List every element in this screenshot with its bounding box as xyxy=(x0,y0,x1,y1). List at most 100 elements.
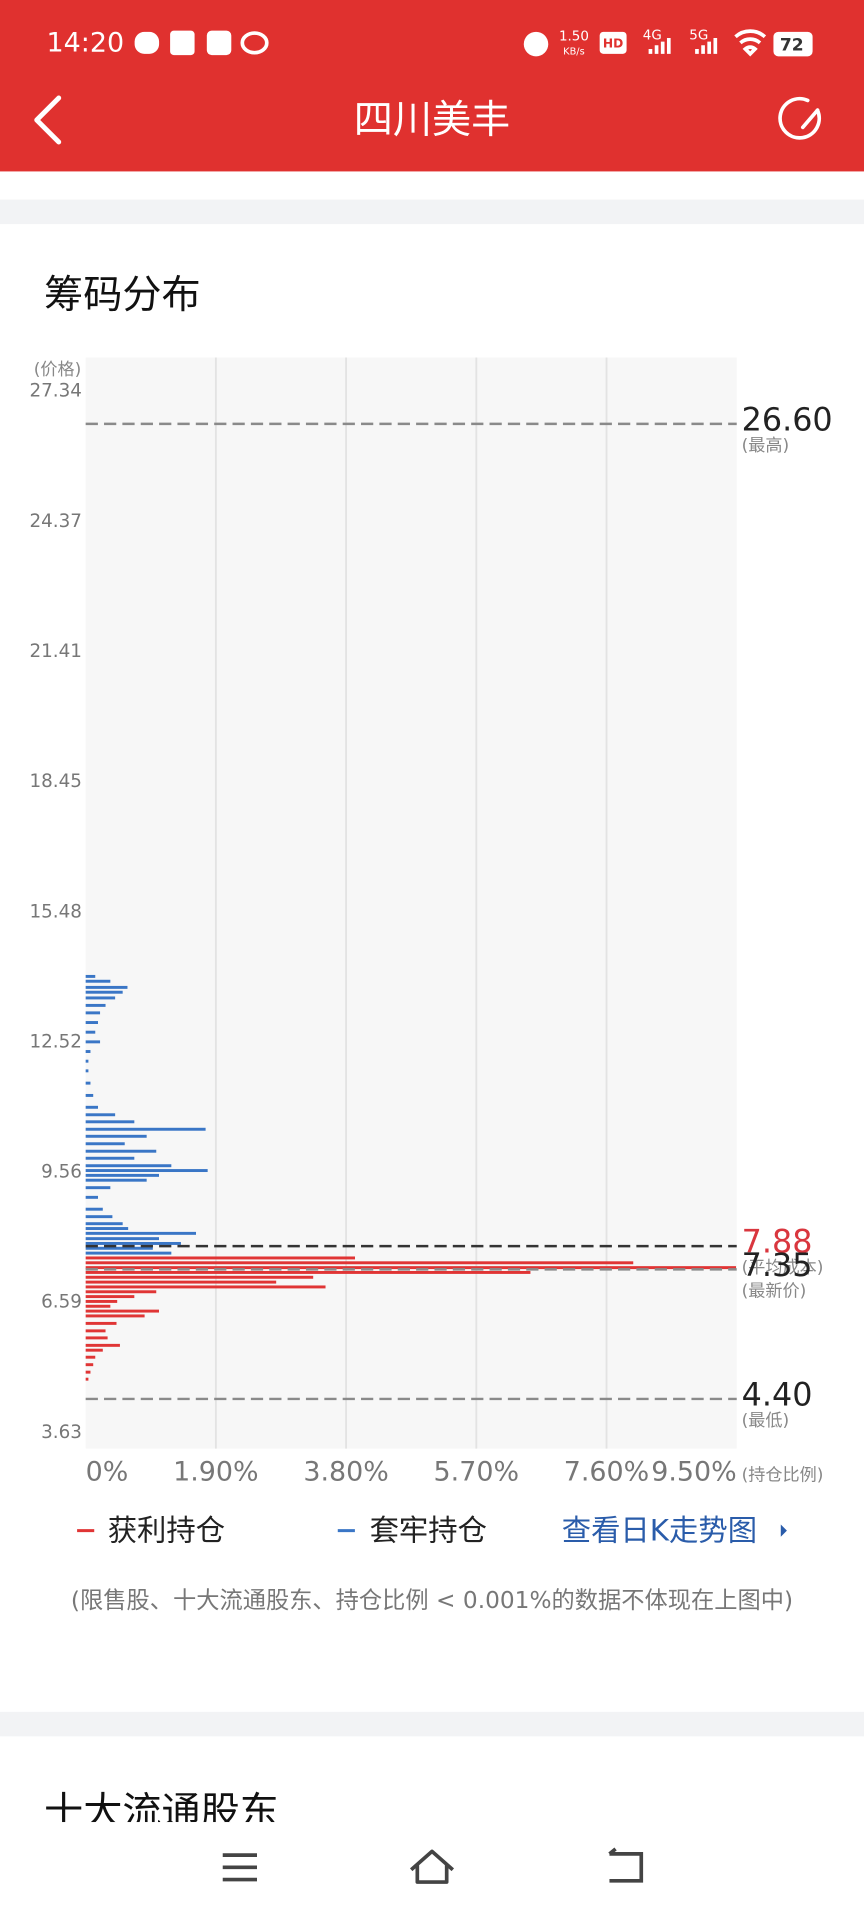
chip-bar xyxy=(85,974,96,978)
battery-level: 72 xyxy=(780,35,804,55)
hd-badge xyxy=(599,31,627,54)
chip-bar xyxy=(85,1241,181,1245)
chip-bar xyxy=(85,1370,91,1374)
chip-bar xyxy=(85,1164,172,1168)
back-nav-button[interactable] xyxy=(608,1847,644,1883)
x-tick-label: 5.70% xyxy=(434,1457,520,1488)
y-axis-label: (价格) xyxy=(34,360,82,380)
reference-value: 4.40 xyxy=(742,1375,813,1413)
chip-bar xyxy=(85,1343,120,1347)
chip-bar xyxy=(85,1003,106,1007)
x-tick-label: 9.50% xyxy=(651,1457,737,1488)
chip-bar xyxy=(85,1169,208,1173)
chip-bar xyxy=(85,1321,117,1325)
net-speed: 1.50 xyxy=(559,30,589,45)
chip-bar xyxy=(85,1207,103,1211)
legend-label: 套牢持仓 xyxy=(370,1513,487,1547)
net-speed-unit: KB/s xyxy=(563,46,585,57)
chip-bar xyxy=(85,1105,99,1109)
chip-bar xyxy=(85,1266,737,1270)
y-tick-label: 15.48 xyxy=(29,901,82,922)
status-icon xyxy=(206,30,232,56)
reference-note: (最新价) xyxy=(742,1281,807,1301)
chip-bar xyxy=(85,1040,101,1044)
home-button[interactable] xyxy=(409,1849,455,1884)
chip-bar xyxy=(85,1280,277,1284)
chip-bar xyxy=(85,1195,99,1199)
chip-bar xyxy=(85,1285,326,1289)
chip-bar xyxy=(85,1261,634,1265)
plot-area xyxy=(85,357,737,1449)
chip-bar xyxy=(85,1309,159,1313)
kline-link[interactable]: 查看日K走势图 xyxy=(562,1513,757,1547)
battery xyxy=(773,31,813,57)
chip-bar xyxy=(85,1336,108,1340)
reference-note: (平均成本) xyxy=(742,1258,824,1278)
menu-button[interactable] xyxy=(222,1853,257,1882)
chip-bar xyxy=(85,1222,123,1226)
link-arrow xyxy=(780,1524,787,1537)
refresh-icon xyxy=(800,108,820,130)
net-type: 5G xyxy=(689,29,708,44)
chip-bar xyxy=(85,1314,145,1318)
x-tick-label: 0% xyxy=(86,1457,129,1488)
chip-bar xyxy=(85,1069,89,1073)
x-tick-label: 3.80% xyxy=(303,1457,389,1488)
chip-bar xyxy=(85,1113,116,1117)
chip-bar xyxy=(85,1251,172,1255)
wifi xyxy=(734,29,767,57)
chip-bar xyxy=(85,1142,125,1146)
status-icon xyxy=(134,31,160,54)
chip-bar xyxy=(85,985,128,989)
chip-bar xyxy=(85,1275,314,1279)
chip-bar xyxy=(85,1215,113,1219)
chip-bar xyxy=(85,1127,206,1131)
chip-bar xyxy=(85,1011,101,1015)
chip-bar xyxy=(85,1149,157,1153)
separator xyxy=(0,199,864,225)
separator xyxy=(0,1711,864,1737)
chip-bar xyxy=(85,1355,96,1359)
chip-bar xyxy=(85,996,116,1000)
chip-bar xyxy=(85,1227,129,1230)
back-button[interactable] xyxy=(34,95,62,145)
y-tick-label: 3.63 xyxy=(41,1422,82,1443)
chip-bar xyxy=(85,1246,153,1250)
chip-bar xyxy=(85,1304,111,1308)
status-icon xyxy=(240,31,269,55)
footnote: (限售股、十大流通股东、持仓比例 < 0.001%的数据不体现在上图中) xyxy=(71,1587,793,1614)
page-title: 四川美丰 xyxy=(354,98,511,143)
signal xyxy=(695,37,718,54)
x-tick-label: 7.60% xyxy=(564,1457,650,1488)
reference-value: 26.60 xyxy=(742,400,833,438)
hd-text: HD xyxy=(603,37,623,51)
chip-bar xyxy=(85,1093,94,1097)
chip-bar xyxy=(85,1295,135,1299)
section-title: 筹码分布 xyxy=(44,273,201,318)
chip-bar xyxy=(85,990,123,994)
reference-note: (最低) xyxy=(742,1411,790,1431)
signal xyxy=(648,37,671,54)
chip-bar xyxy=(85,1021,99,1024)
reference-value: 7.88 xyxy=(742,1223,813,1261)
chip-bar xyxy=(85,1081,91,1085)
chip-bar xyxy=(85,1173,159,1177)
legend-label: 获利持仓 xyxy=(108,1513,225,1547)
reference-note: (最高) xyxy=(742,436,790,456)
chip-bar xyxy=(85,1348,103,1352)
refresh-button[interactable] xyxy=(778,96,822,140)
chip-bar xyxy=(85,1329,106,1333)
chip-bar xyxy=(85,1059,89,1063)
y-tick-label: 9.56 xyxy=(41,1161,82,1182)
chip-bar xyxy=(85,1290,157,1294)
y-tick-label: 27.34 xyxy=(29,380,82,401)
y-tick-label: 24.37 xyxy=(29,511,82,532)
chip-bar xyxy=(85,1377,89,1381)
x-tick-label: 1.90% xyxy=(173,1457,259,1488)
y-tick-label: 18.45 xyxy=(29,771,82,792)
chip-bar xyxy=(85,1178,147,1182)
chip-bar xyxy=(85,1050,91,1053)
chip-bar xyxy=(85,1186,111,1190)
